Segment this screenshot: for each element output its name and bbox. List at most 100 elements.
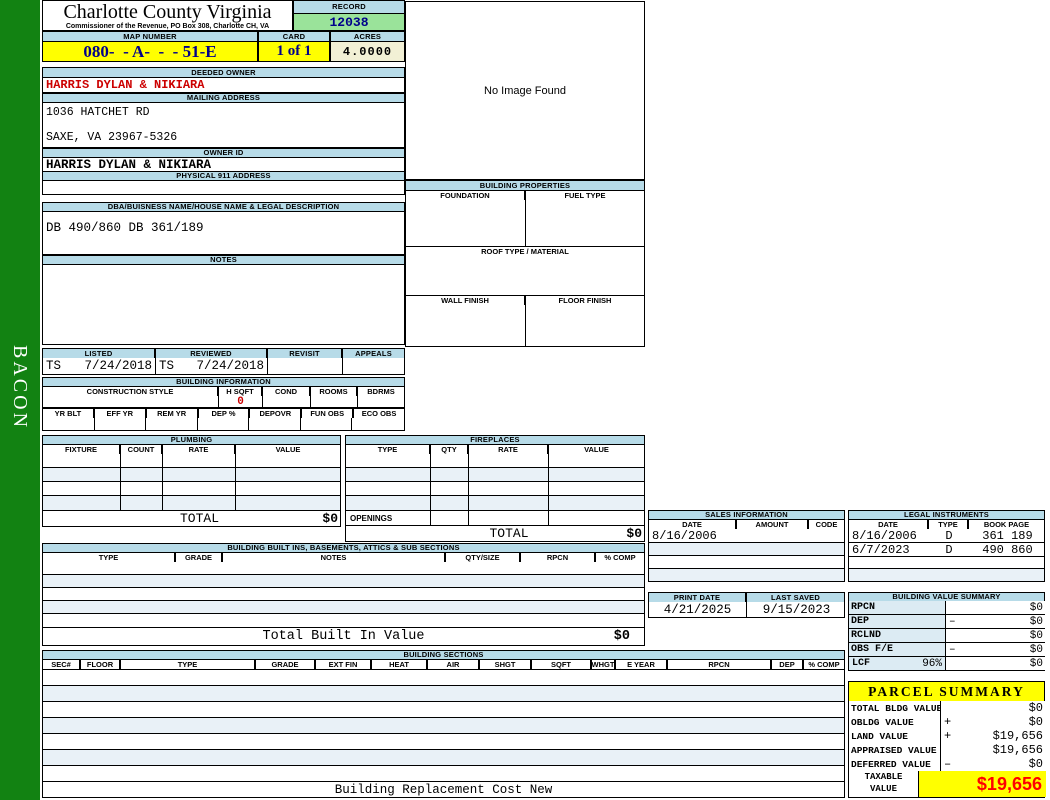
listed-value: TS 7/24/2018 [43,358,156,374]
bvs-row-label: RPCN [849,601,946,614]
builtins-total-label: Total Built In Value [262,629,425,644]
property-image-placeholder: No Image Found [405,1,645,180]
wall-floor-values [405,305,645,347]
revisit-value [268,358,343,374]
sale-date: 8/16/2006 [652,529,717,543]
bs-sqft-header: SQFT [531,659,591,670]
cond-value [263,396,311,408]
bdrms-value [358,396,406,408]
li-type: D [945,529,953,543]
roof-value [405,256,645,296]
bs-type-header: TYPE [120,659,255,670]
building-sections-row [42,766,845,782]
fireplaces-row [345,496,645,511]
hsqft-value: 0 [219,396,263,408]
li-bookpage: 361 189 [982,529,1033,543]
plumbing-row [42,482,341,496]
builtins-row [42,562,645,575]
parcel-row: TOTAL BLDG VALUE $0 [848,701,1046,715]
fireplaces-row [345,468,645,482]
plumbing-row [42,468,341,482]
review-values: TS 7/24/2018 TS 7/24/2018 [42,358,405,375]
county-header: Charlotte County Virginia Commissioner o… [42,0,293,31]
bvs-row-value: – $0 [946,643,1046,656]
bvs-row: RCLND $0 [848,629,1046,643]
taxable-value-cell: $19,656 [919,771,1046,797]
bs-comp-header: % COMP [803,659,845,670]
reviewed-value: TS 7/24/2018 [156,358,268,374]
sales-row [648,543,845,556]
li-type: D [945,543,953,557]
appeals-value [343,358,406,374]
acres-value: 4.0000 [330,41,405,62]
fireplaces-row [345,454,645,468]
parcel-row: APPRAISED VALUE $19,656 [848,743,1046,757]
taxable-label: TAXABLE VALUE [849,771,919,797]
taxable-value: $19,656 [976,773,1042,794]
parcel-row: OBLDG VALUE + $0 [848,715,1046,729]
sales-row [648,556,845,569]
bvs-row-value: – $0 [946,615,1046,628]
bvs-row-label: LCF 96% [849,657,946,670]
bvs-row: RPCN $0 [848,601,1046,615]
record-label: RECORD [293,0,405,14]
county-title: Charlotte County Virginia [63,1,272,23]
bs-grade-header: GRADE [255,659,315,670]
bvs-row: OBS F/E – $0 [848,643,1046,657]
parcel-row-value: + $0 [941,715,1046,729]
print-date-value: 4/21/2025 [649,602,747,617]
dba-legal-value: DB 490/860 DB 361/189 [42,211,405,255]
fuel-type-value [526,200,646,246]
plumbing-total-value: $0 [322,511,338,526]
building-sections-row [42,718,845,734]
openings-label: OPENINGS [346,511,431,525]
builtins-row [42,601,645,614]
fireplaces-row [345,482,645,496]
builtins-headers: TYPE GRADE NOTES QTY/SIZE RPCN % COMP [42,552,645,563]
parcel-row-value: $19,656 [941,743,1046,757]
physical-911-value [42,180,405,195]
foundation-value [406,200,526,246]
record-number: 12038 [329,14,369,30]
rooms-value [311,396,358,408]
sidebar: BACON [0,0,40,800]
bs-heat-header: HEAT [371,659,427,670]
notes-box [42,264,405,345]
builtins-row [42,588,645,601]
li-date: 6/7/2023 [852,543,910,557]
building-sections-row [42,734,845,750]
legal-row: 8/16/2006 D 361 189 [848,529,1045,543]
construction-style-value [43,396,219,408]
parcel-row-label: LAND VALUE [849,729,941,743]
parcel-row-label: TOTAL BLDG VALUE [849,701,943,715]
plumbing-total-row: TOTAL $0 [42,511,341,527]
building-replacement-footer: Building Replacement Cost New [42,782,845,798]
plumbing-row [42,454,341,468]
mailing-address-line2: SAXE, VA 23967-5326 [46,131,178,144]
parcel-row-label: DEFERRED VALUE [849,757,941,771]
bvs-row-label: DEP [849,615,946,628]
deeded-owner-value: HARRIS DYLAN & NIKIARA [42,77,405,93]
fireplaces-total-row: TOTAL $0 [345,526,645,542]
parcel-row-value: + $19,656 [941,729,1046,743]
sale-code [809,529,846,543]
last-saved-value: 9/15/2023 [762,602,831,617]
floor-finish-value [526,305,646,346]
building-sections-row [42,702,845,718]
building-info-values-1: 0 [42,396,405,408]
building-sections-row [42,686,845,702]
li-bookpage: 490 860 [982,543,1033,557]
building-sections-row [42,670,845,686]
bs-sec-header: SEC# [42,659,80,670]
bvs-row-label: OBS F/E [849,643,946,656]
bvs-row: LCF 96% $0 [848,657,1046,671]
bs-whgt-header: WHGT [591,659,615,670]
fireplaces-openings-row: OPENINGS [345,511,645,526]
bvs-row: DEP – $0 [848,615,1046,629]
bs-shgt-header: SHGT [479,659,531,670]
building-info-headers-2: YR BLT EFF YR REM YR DEP % DEPOVR FUN OB… [42,408,405,419]
building-sections-row [42,750,845,766]
bvs-row-value: $0 [946,601,1046,614]
parcel-row: DEFERRED VALUE – $0 [848,757,1046,771]
